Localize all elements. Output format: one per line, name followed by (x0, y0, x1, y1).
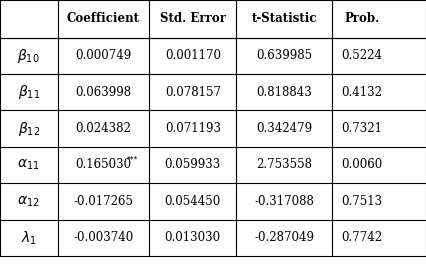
Text: 0.639985: 0.639985 (256, 49, 312, 62)
Text: -0.317088: -0.317088 (254, 195, 314, 208)
Text: ***: *** (127, 156, 138, 164)
Text: Coefficient: Coefficient (67, 12, 140, 25)
Text: $\lambda_{1}$: $\lambda_{1}$ (21, 229, 37, 247)
Text: 0.063998: 0.063998 (75, 86, 131, 99)
Text: 0.078157: 0.078157 (165, 86, 221, 99)
Text: 0.818843: 0.818843 (256, 86, 312, 99)
Text: 0.024382: 0.024382 (75, 122, 131, 135)
Text: $\beta_{12}$: $\beta_{12}$ (17, 120, 40, 138)
Text: 0.001170: 0.001170 (165, 49, 221, 62)
Text: 0.5224: 0.5224 (342, 49, 383, 62)
Text: 0.4132: 0.4132 (342, 86, 383, 99)
Text: 0.059933: 0.059933 (164, 158, 221, 172)
Text: 0.000749: 0.000749 (75, 49, 132, 62)
Text: 0.7321: 0.7321 (342, 122, 383, 135)
Text: $\beta_{11}$: $\beta_{11}$ (17, 83, 40, 101)
Text: 0.0060: 0.0060 (342, 158, 383, 172)
Text: Prob.: Prob. (345, 12, 380, 25)
Text: -0.017265: -0.017265 (73, 195, 133, 208)
Text: 0.165030: 0.165030 (75, 158, 131, 172)
Text: Std. Error: Std. Error (160, 12, 226, 25)
Text: -0.287049: -0.287049 (254, 231, 314, 244)
Text: 0.071193: 0.071193 (165, 122, 221, 135)
Text: 0.342479: 0.342479 (256, 122, 312, 135)
Text: 2.753558: 2.753558 (256, 158, 312, 172)
Text: $\alpha_{11}$: $\alpha_{11}$ (17, 158, 40, 172)
Text: t-Statistic: t-Statistic (252, 12, 317, 25)
Text: $\beta_{10}$: $\beta_{10}$ (17, 47, 40, 65)
Text: $\alpha_{12}$: $\alpha_{12}$ (17, 194, 40, 208)
Text: -0.003740: -0.003740 (73, 231, 133, 244)
Text: 0.054450: 0.054450 (164, 195, 221, 208)
Text: 0.7742: 0.7742 (342, 231, 383, 244)
Text: 0.013030: 0.013030 (165, 231, 221, 244)
Text: 0.7513: 0.7513 (342, 195, 383, 208)
